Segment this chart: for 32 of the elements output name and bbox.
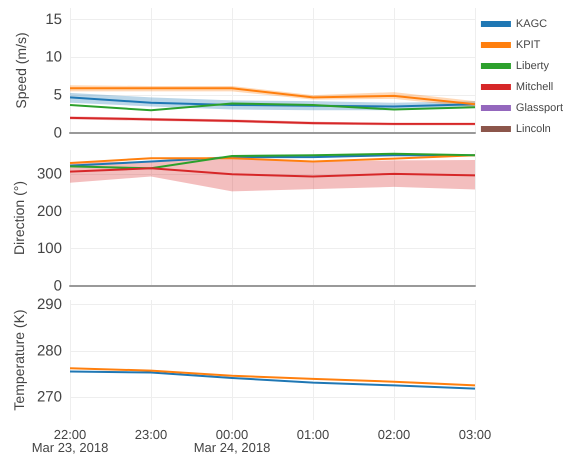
y-tick-label: 5 [54,86,62,104]
y-axis-title: Speed (m/s) [13,32,29,109]
y-axis-title: Direction (°) [11,180,28,256]
line-series [69,96,476,108]
x-tick-label: 02:00 [378,427,410,442]
line-series [69,102,476,112]
x-tick-label: 01:00 [296,427,330,442]
y-axis-title: Temperature (K) [11,309,28,411]
legend-label: KPIT [516,39,541,51]
y-tick-label: 280 [36,342,62,360]
x-tick-label: 23:00 [134,427,168,442]
line-series [69,154,476,164]
y-tick-label: 200 [36,202,62,220]
line-series [69,167,476,178]
y-tick-label: 15 [45,10,62,28]
legend-label: Mitchell [516,81,554,93]
y-tick-label: 290 [36,296,62,314]
y-tick-label: 100 [36,240,62,258]
x-tick-label: 03:00 [458,427,492,442]
legend-label: Glassport [516,102,564,114]
legend-label: Liberty [516,60,550,72]
y-tick-label: 10 [45,48,62,66]
y-tick-label: 0 [54,124,62,142]
legend-label: Lincoln [516,123,551,135]
x-tick-label: 00:00 Mar 24, 2018 [194,427,270,455]
line-series [69,370,476,390]
y-tick-label: 270 [36,388,62,406]
legend-label: KAGC [516,18,548,30]
x-tick-label: 22:00 Mar 23, 2018 [32,427,108,455]
y-tick-label: 300 [36,166,62,183]
y-tick-label: 0 [54,278,62,294]
line-series [69,367,476,386]
